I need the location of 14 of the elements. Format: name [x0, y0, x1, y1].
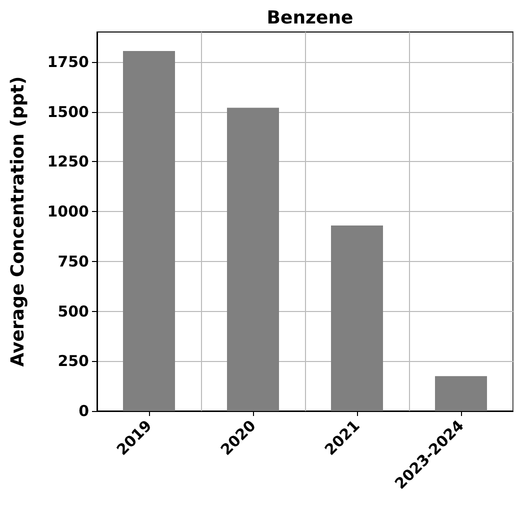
y-tick-label: 750: [58, 252, 89, 270]
bar: [331, 225, 383, 411]
y-tick-label: 500: [58, 302, 89, 320]
y-tick-label: 1750: [47, 52, 89, 71]
y-tick-label: 0: [78, 402, 89, 420]
y-tick-label: 1000: [47, 202, 89, 221]
chart-title: Benzene: [266, 8, 354, 28]
y-axis-title: Average Concentration (ppt): [8, 76, 28, 367]
bar: [227, 108, 279, 411]
y-tick-label: 1500: [47, 102, 89, 121]
y-tick-label: 1250: [47, 152, 89, 171]
bar: [123, 50, 175, 411]
y-tick-label: 250: [58, 352, 89, 370]
bar: [435, 376, 487, 411]
